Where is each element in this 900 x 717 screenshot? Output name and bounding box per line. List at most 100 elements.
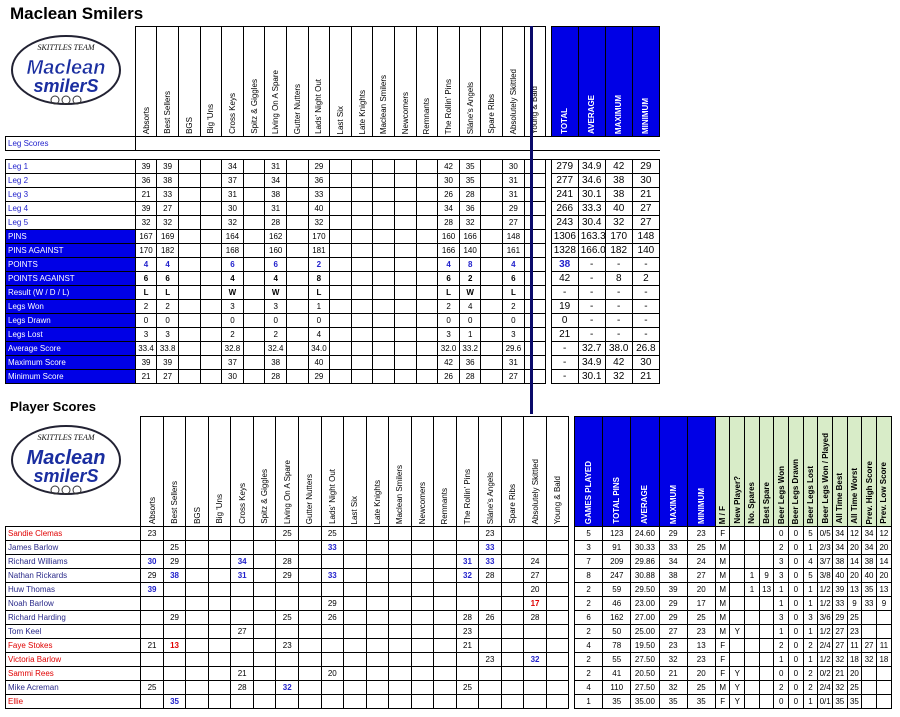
spacer-cell (545, 327, 552, 342)
summary-cell: 42 (550, 271, 579, 286)
player-summary: 29.86 (630, 554, 660, 569)
player-extra: M (714, 596, 731, 611)
player-extra: 0/2 (817, 666, 833, 681)
player-score (433, 526, 457, 541)
spacer-cell (545, 299, 552, 314)
player-score (343, 554, 367, 569)
team-name: Gutter Nutters (292, 83, 302, 134)
player-extra: 1 (802, 596, 819, 611)
player-score (297, 526, 322, 541)
score-cell (394, 341, 417, 356)
player-score (207, 540, 232, 555)
spacer-cell (480, 150, 503, 160)
empty-cell (243, 136, 265, 151)
team-name: The Rollin' Pins (444, 78, 454, 134)
player-score (252, 694, 277, 709)
player-row: Sandie Clemas 23 25 25 23 5 123 24.60 29 23 F 0 0 5 0/… (4, 526, 893, 541)
player-score (207, 680, 232, 695)
score-cell (199, 299, 223, 314)
score-cell: 34.0 (307, 341, 331, 356)
player-summary: 19.50 (630, 638, 660, 653)
score-cell (329, 369, 352, 384)
player-score (365, 624, 390, 639)
extra-header-label: All Time Worst (849, 468, 859, 524)
summary-cell: 34.9 (577, 159, 606, 174)
player-score (140, 624, 164, 639)
summary-cell: 38 (550, 257, 579, 272)
player-extra: 20 (846, 666, 863, 681)
summary-cell: 42 (604, 355, 633, 370)
team-name: Absorts (141, 106, 151, 134)
summary-cell: 27 (631, 201, 661, 216)
player-row: Victoria Barlow 23 32 2 55 27.50 32 23 F 1 0 1 1/2 32… (4, 652, 893, 667)
team-header: Best Sellers (156, 26, 179, 137)
score-cell (199, 257, 223, 272)
player-extra: 34 (831, 526, 848, 541)
score-cell (177, 257, 201, 272)
player-score: 27 (523, 568, 547, 583)
player-score (388, 638, 412, 653)
player-extra: 25 (846, 680, 863, 695)
player-summary: 20 (686, 582, 716, 597)
player-extra: F (714, 638, 731, 653)
player-extra: 1 (773, 596, 790, 611)
player-extra (744, 540, 760, 555)
player-row: Noah Barlow 29 17 2 46 23.00 29 17 M 1 0 1 1/2 33 9 33 9 (4, 596, 893, 611)
player-score (545, 638, 570, 653)
player-score: 13 (162, 638, 187, 653)
player-extra (758, 554, 775, 569)
player-score (500, 624, 525, 639)
score-cell (199, 201, 223, 216)
score-cell: 4 (437, 257, 460, 272)
player-score (410, 666, 435, 681)
player-score (162, 652, 187, 667)
player-name: Sandie Clemas (4, 526, 142, 541)
player-summary: 29 (658, 610, 688, 625)
player-summary: 6 (573, 610, 604, 625)
stat-row: Maximum Score 39 39 37 38 40 42 36 31-34.9 42 30 (5, 355, 661, 370)
team-header: Spitz & Giggles (242, 26, 266, 137)
score-cell (242, 327, 266, 342)
player-summary: 25 (686, 680, 716, 695)
team-header: Big 'Uns (199, 26, 223, 137)
player-score: 39 (140, 582, 164, 597)
player-extra: 0 (788, 554, 804, 569)
score-cell (199, 327, 223, 342)
player-score (500, 638, 525, 653)
player-score (297, 652, 322, 667)
extra-header: Beer Legs Lost (802, 416, 819, 527)
score-cell (285, 243, 309, 258)
player-summary: 4 (573, 680, 604, 695)
score-cell: 32 (156, 215, 179, 230)
player-score (140, 540, 164, 555)
stat-row: Legs Lost 3 3 2 2 4 3 1 3 21- - - (5, 327, 661, 342)
player-score (410, 610, 435, 625)
player-extra: F (714, 652, 731, 667)
player-extra: 1 (802, 582, 819, 597)
player-score (230, 638, 254, 653)
player-score (297, 638, 322, 653)
player-extra: Y (729, 694, 746, 709)
player-score: 28 (478, 568, 502, 583)
player-extra: 2 (802, 680, 819, 695)
player-score (410, 582, 435, 597)
summary-cell: 30 (631, 355, 661, 370)
score-cell (350, 215, 374, 230)
player-name: Nathan Rickards (4, 568, 142, 583)
player-score (275, 624, 299, 639)
player-score (410, 554, 435, 569)
player-extra (758, 624, 775, 639)
player-extra: 4 (802, 554, 819, 569)
spacer-cell (416, 150, 438, 160)
score-cell: 166 (458, 229, 482, 244)
score-cell: 37 (221, 355, 244, 370)
team-name: Spitz & Giggles (249, 79, 259, 134)
score-cell (285, 215, 309, 230)
score-cell (372, 257, 396, 272)
player-score (230, 526, 254, 541)
player-score (185, 694, 209, 709)
score-cell: 36 (458, 201, 482, 216)
team-header: Young & Bald (523, 26, 547, 137)
team-header: Absorts (140, 416, 164, 527)
summary-cell: 170 (604, 229, 633, 244)
